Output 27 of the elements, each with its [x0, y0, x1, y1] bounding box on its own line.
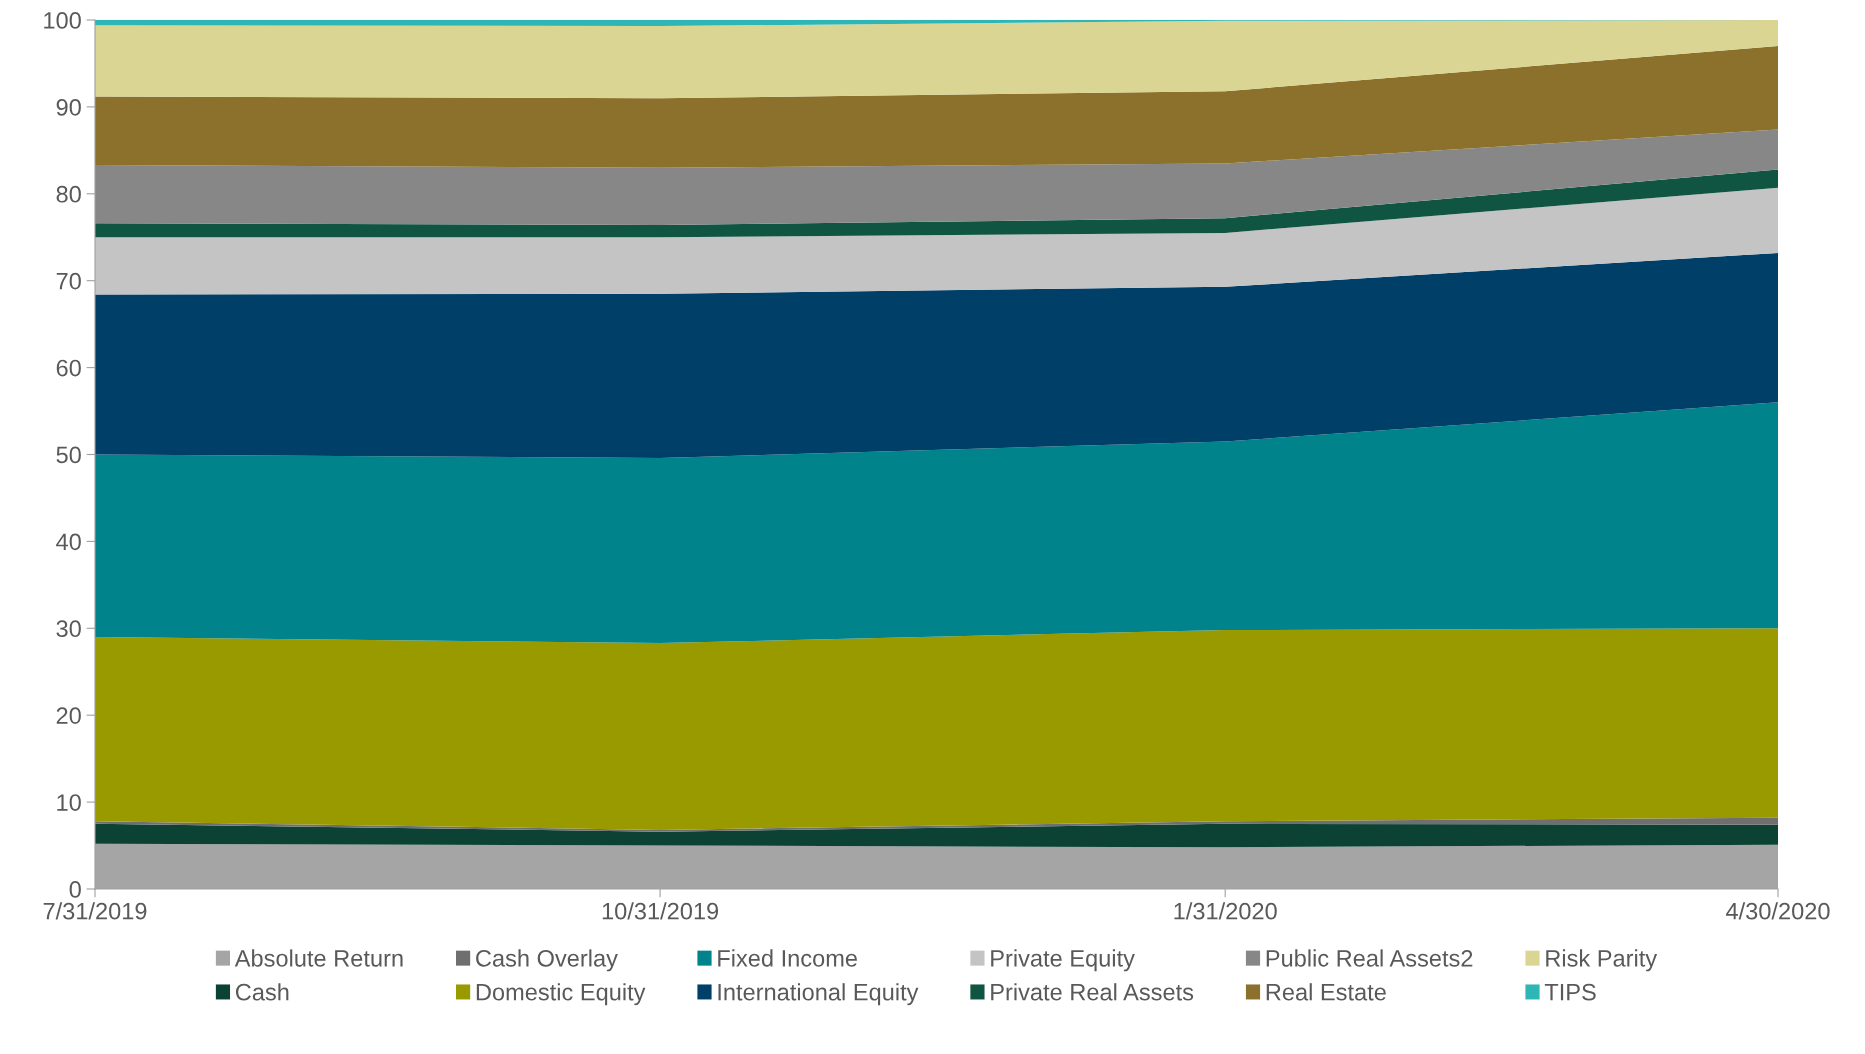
- x-tick-label: 10/31/2019: [602, 902, 719, 920]
- legend-label: TIPS: [1544, 983, 1596, 1001]
- y-tick-label: 0: [69, 881, 81, 898]
- y-tick-label: 100: [44, 12, 81, 29]
- x-tick-label: 4/30/2020: [1726, 902, 1830, 920]
- y-tick-label: 30: [56, 620, 81, 638]
- legend-label: Domestic Equity: [476, 983, 646, 1006]
- x-tick-label: 7/31/2019: [43, 902, 147, 920]
- y-tick-label: 90: [56, 98, 81, 116]
- legend-label: International Equity: [718, 983, 919, 1006]
- y-tick-label: 80: [56, 185, 81, 203]
- legend-label: Absolute Return: [234, 949, 403, 967]
- legend-label: Real Estate: [1266, 983, 1386, 1001]
- legend-label: Private Equity: [991, 949, 1135, 972]
- legend-label: Cash Overlay: [476, 949, 618, 972]
- y-tick-label: 70: [56, 272, 81, 290]
- legend-label: Risk Parity: [1546, 949, 1658, 972]
- legend-label: Public Real Assets2: [1266, 949, 1473, 967]
- y-tick-label: 50: [56, 446, 81, 464]
- legend-label: Fixed Income: [718, 949, 857, 967]
- y-tick-label: 60: [56, 359, 81, 377]
- y-tick-label: 20: [56, 707, 81, 724]
- y-tick-label: 40: [56, 533, 81, 551]
- legend-label: Private Real Assets: [991, 983, 1194, 1001]
- x-tick-label: 1/31/2020: [1174, 902, 1277, 920]
- y-tick-label: 10: [57, 794, 81, 811]
- legend-label: Cash: [235, 983, 289, 1001]
